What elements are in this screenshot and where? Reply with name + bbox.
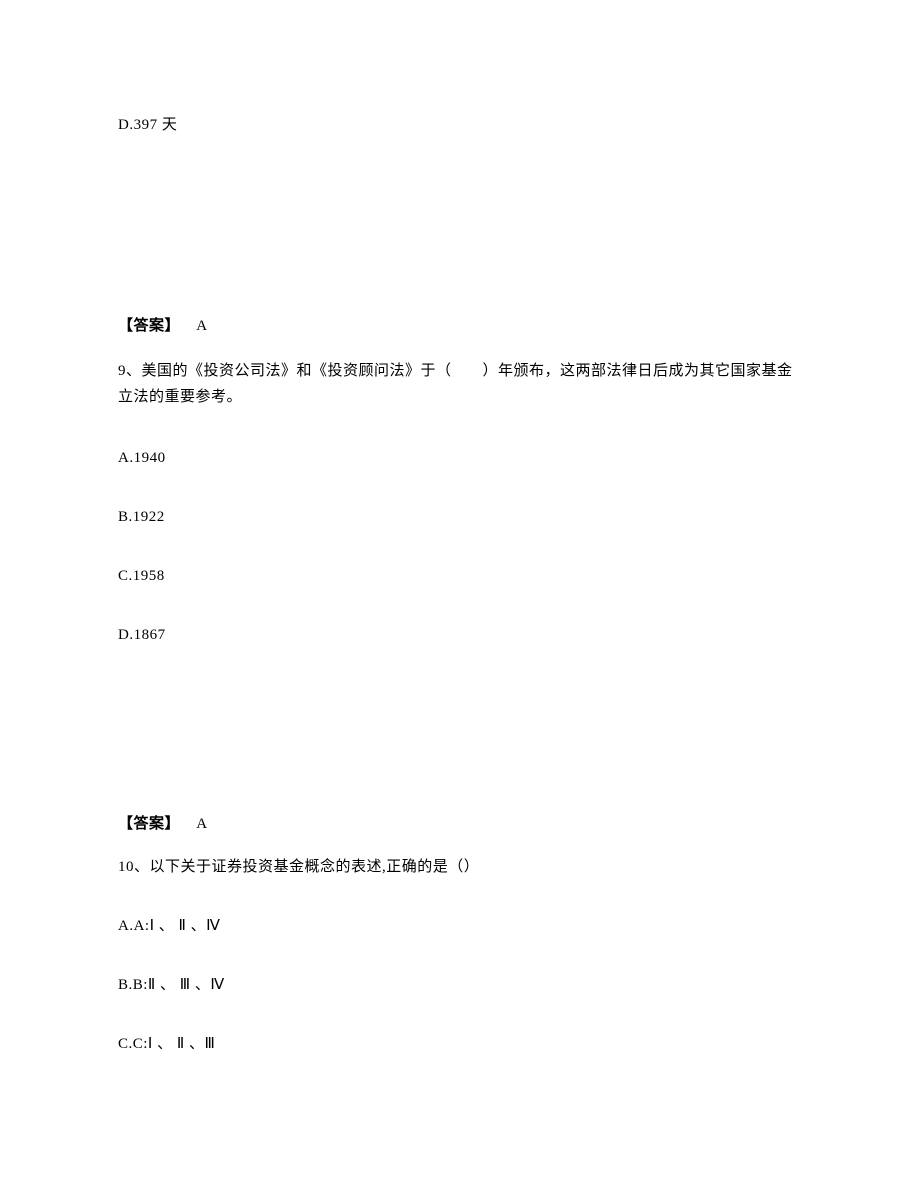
question-10-option-c: C.C:Ⅰ 、 Ⅱ 、Ⅲ [118,1034,802,1055]
answer-9-label: 【答案】 [118,816,180,832]
question-9-option-a: A.1940 [118,448,802,469]
question-10-option-a: A.A:Ⅰ 、 Ⅱ 、Ⅳ [118,916,802,937]
question-9-option-b: B.1922 [118,507,802,528]
question-9-option-d: D.1867 [118,625,802,646]
option-d-q8: D.397 天 [118,115,802,136]
question-10-option-b: B.B:Ⅱ 、 Ⅲ 、Ⅳ [118,975,802,996]
answer-8-value: A [196,318,207,334]
question-9-text: 9、美国的《投资公司法》和《投资顾问法》于（ ）年颁布，这两部法律日后成为其它国… [118,359,802,410]
answer-8-label: 【答案】 [118,318,180,334]
answer-8: 【答案】 A [118,316,802,337]
answer-9: 【答案】 A [118,814,802,835]
question-9-option-c: C.1958 [118,566,802,587]
question-10-text: 10、以下关于证券投资基金概念的表述,正确的是（） [118,857,802,878]
answer-9-value: A [196,816,207,832]
